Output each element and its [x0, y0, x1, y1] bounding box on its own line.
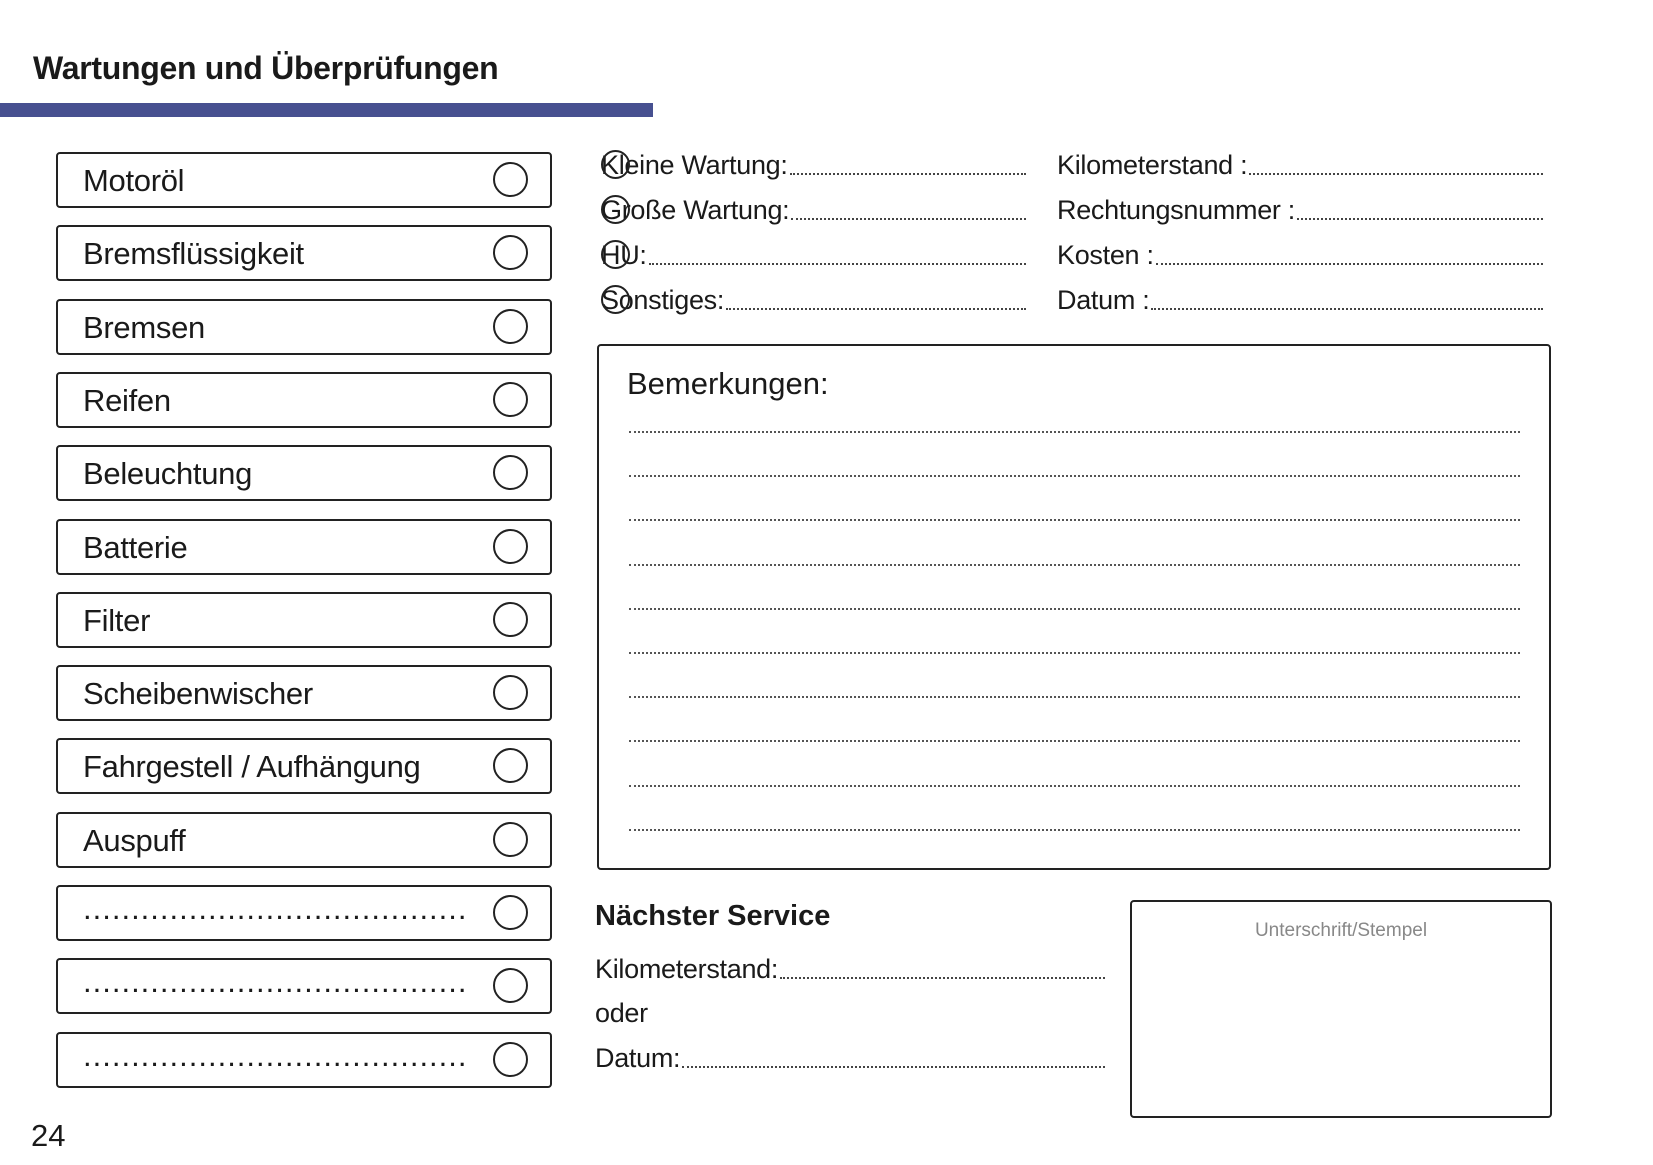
checklist-item[interactable]: ........................................: [56, 958, 552, 1015]
remarks-line[interactable]: [629, 652, 1520, 654]
dotted-fill-line[interactable]: [682, 1066, 1105, 1068]
or-label: oder: [595, 998, 648, 1028]
service-type-option[interactable]: Sonstiges:: [601, 282, 1026, 316]
next-service-date-field[interactable]: Datum:: [595, 1040, 1105, 1074]
service-type-option[interactable]: Große Wartung:: [601, 192, 1026, 226]
next-service-title: Nächster Service: [595, 900, 831, 932]
checkbox-circle-icon[interactable]: [493, 601, 528, 637]
checklist-item[interactable]: Beleuchtung: [56, 445, 552, 502]
checklist-item[interactable]: Scheibenwischer: [56, 665, 552, 722]
service-type-label: Große Wartung:: [601, 195, 790, 225]
dotted-fill-line[interactable]: [789, 173, 1026, 175]
checkbox-circle-icon[interactable]: [493, 675, 528, 711]
dotted-fill-line[interactable]: [648, 263, 1026, 265]
checklist-item-label: Reifen: [83, 382, 171, 418]
checkbox-circle-icon[interactable]: [493, 381, 528, 417]
remarks-line[interactable]: [629, 519, 1520, 522]
radio-circle-icon[interactable]: [601, 240, 630, 269]
checkbox-circle-icon[interactable]: [493, 455, 528, 491]
checkbox-circle-icon[interactable]: [493, 235, 528, 271]
service-type-option[interactable]: Kleine Wartung:: [601, 147, 1026, 181]
checklist-item[interactable]: Batterie: [56, 518, 552, 575]
checklist-item-label[interactable]: ........................................: [83, 891, 468, 926]
remarks-line[interactable]: [629, 563, 1520, 566]
page-number: 24: [31, 1118, 66, 1153]
checklist-item[interactable]: Filter: [56, 591, 552, 648]
radio-circle-icon[interactable]: [601, 150, 630, 179]
title-accent-bar: [0, 103, 653, 117]
checklist-item-label[interactable]: ........................................: [83, 1037, 468, 1073]
checklist-item[interactable]: Bremsflüssigkeit: [56, 225, 552, 282]
checklist-item-label: Batterie: [83, 529, 188, 565]
radio-circle-icon[interactable]: [601, 195, 630, 224]
dotted-fill-line[interactable]: [1151, 308, 1543, 310]
dotted-fill-line[interactable]: [1155, 263, 1543, 265]
remarks-line[interactable]: [629, 475, 1520, 478]
radio-circle-icon[interactable]: [601, 285, 630, 314]
signature-label: Unterschrift/Stempel: [1254, 920, 1428, 941]
remarks-line[interactable]: [629, 431, 1520, 433]
checklist-item-label: Scheibenwischer: [83, 676, 313, 712]
checklist-item-label: Filter: [83, 602, 151, 638]
checklist-item-label: Motoröl: [83, 163, 185, 198]
detail-field[interactable]: Kosten :: [1057, 237, 1543, 271]
checklist-item-label: Beleuchtung: [83, 456, 253, 492]
detail-label: Datum :: [1057, 285, 1150, 315]
checkbox-circle-icon[interactable]: [493, 748, 528, 784]
checklist-item[interactable]: ........................................: [56, 885, 552, 941]
checklist-item[interactable]: Bremsen: [56, 298, 552, 355]
remarks-line[interactable]: [629, 696, 1520, 699]
remarks-line[interactable]: [629, 740, 1520, 743]
checklist-item[interactable]: Auspuff: [56, 811, 552, 868]
checklist-item[interactable]: Motoröl: [56, 152, 552, 208]
checklist-item[interactable]: Fahrgestell / Aufhängung: [56, 738, 552, 795]
next-service-mileage-field[interactable]: Kilometerstand:: [595, 951, 1105, 985]
checkbox-circle-icon[interactable]: [493, 821, 528, 857]
service-type-option[interactable]: HU:: [601, 237, 1026, 271]
checkbox-circle-icon[interactable]: [493, 162, 528, 197]
detail-label: Kilometerstand :: [1057, 150, 1248, 180]
checklist-item[interactable]: ........................................: [56, 1031, 552, 1088]
remarks-line[interactable]: [629, 828, 1520, 831]
next-service-mileage-label: Kilometerstand:: [595, 954, 779, 984]
signature-stamp-box[interactable]: Unterschrift/Stempel: [1130, 900, 1552, 1118]
page-title: Wartungen und Überprüfungen: [33, 50, 499, 86]
checklist-item-label: Bremsen: [83, 309, 205, 345]
detail-field[interactable]: Datum :: [1057, 282, 1543, 316]
dotted-fill-line[interactable]: [726, 308, 1026, 310]
dotted-fill-line[interactable]: [1249, 173, 1543, 175]
checklist-item-label: Fahrgestell / Aufhängung: [83, 749, 421, 785]
detail-label: Rechtungsnummer :: [1057, 195, 1296, 225]
remarks-line[interactable]: [629, 784, 1520, 787]
detail-field[interactable]: Kilometerstand :: [1057, 147, 1543, 181]
checkbox-circle-icon[interactable]: [493, 895, 528, 930]
remarks-title: Bemerkungen:: [627, 366, 829, 401]
next-service-date-label: Datum:: [595, 1043, 681, 1073]
remarks-box: Bemerkungen:: [597, 344, 1551, 870]
checklist-item-label: Bremsflüssigkeit: [83, 236, 304, 272]
checklist-item-label: Auspuff: [83, 822, 186, 858]
checklist-item[interactable]: Reifen: [56, 371, 552, 428]
checkbox-circle-icon[interactable]: [493, 968, 528, 1004]
service-type-label: Kleine Wartung:: [601, 150, 788, 180]
dotted-fill-line[interactable]: [1297, 218, 1543, 220]
checklist-item-label[interactable]: ........................................: [83, 964, 468, 1000]
detail-label: Kosten :: [1057, 240, 1154, 270]
checkbox-circle-icon[interactable]: [493, 308, 528, 344]
next-service-or: oder: [595, 995, 648, 1029]
dotted-fill-line[interactable]: [791, 218, 1026, 220]
remarks-line[interactable]: [629, 607, 1520, 610]
checkbox-circle-icon[interactable]: [493, 528, 528, 564]
checkbox-circle-icon[interactable]: [493, 1041, 528, 1077]
dotted-fill-line[interactable]: [780, 977, 1105, 979]
detail-field[interactable]: Rechtungsnummer :: [1057, 192, 1543, 226]
